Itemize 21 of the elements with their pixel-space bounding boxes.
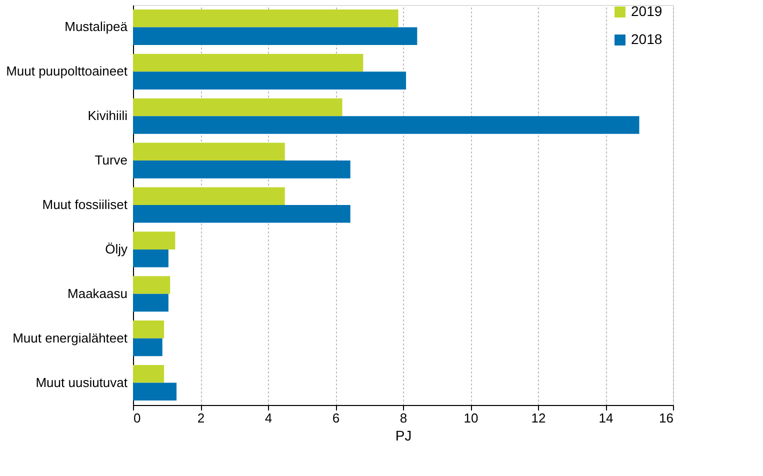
y-tick-label: Kivihiili [88,108,128,124]
legend-label: 2018 [631,31,662,47]
x-tick-label: 12 [531,410,546,426]
y-tick-label: Turve [94,152,128,168]
y-tick-label: Öljy [105,241,128,256]
x-tick-label: 6 [332,410,340,426]
legend-label: 2019 [631,3,662,19]
x-tick-label: 4 [264,410,272,426]
y-tick-label: Muut energialähteet [12,330,128,346]
x-tick-label: 16 [659,410,674,426]
x-axis-title: PJ [395,428,412,444]
x-tick-label: 10 [464,410,478,426]
y-tick-label: Mustalipeä [64,19,128,34]
x-tick-label: 2 [197,410,205,426]
y-tick-label: Muut puupolttoaineet [6,64,128,79]
x-tick-label: 14 [598,410,614,426]
y-tick-label: Muut fossiiliset [42,197,128,212]
y-tick-label: Muut uusiutuvat [36,374,128,390]
x-tick-label: 8 [400,410,408,426]
x-tick-label: 0 [134,410,141,426]
y-tick-label: Maakaasu [68,286,128,301]
